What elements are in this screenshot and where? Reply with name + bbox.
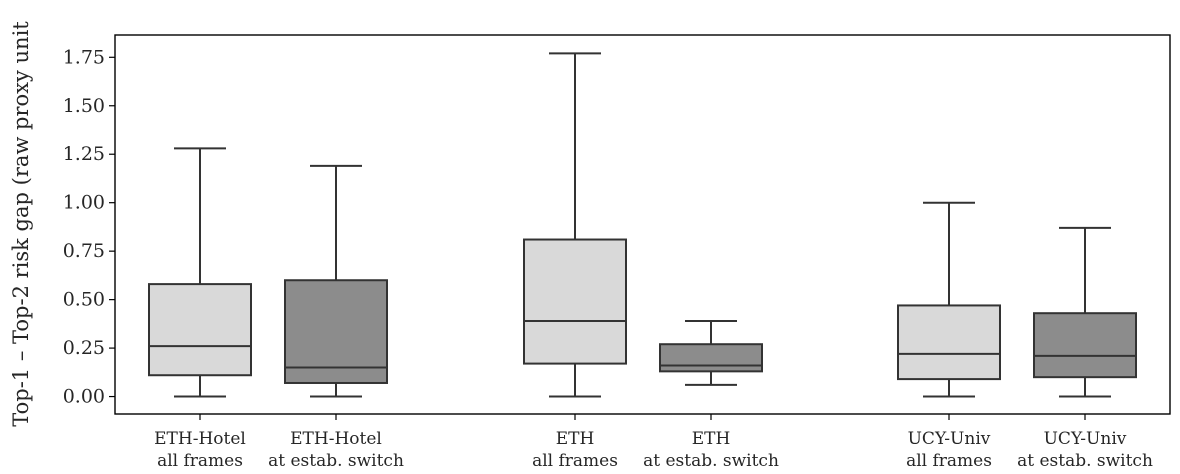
y-tick-label: 1.75 xyxy=(63,46,105,68)
box-plot xyxy=(523,52,627,398)
box-iqr xyxy=(523,238,627,365)
box-iqr xyxy=(659,343,763,373)
x-category-label-line1: UCY-Univ xyxy=(908,429,991,449)
x-category-label-line1: ETH-Hotel xyxy=(290,429,382,449)
box-plot xyxy=(148,147,252,398)
x-category-label-line1: ETH-Hotel xyxy=(154,429,246,449)
x-category-label-line2: at estab. switch xyxy=(643,451,779,471)
x-category-label-line1: UCY-Univ xyxy=(1044,429,1127,449)
box-plot xyxy=(897,201,1001,398)
box-iqr xyxy=(1033,312,1137,379)
y-axis-ticks: 0.00 0.25 0.50 0.75 1.00 1.25 1.50 1.75 xyxy=(63,46,115,408)
y-axis-title: Top-1 – Top-2 risk gap (raw proxy unit xyxy=(9,21,33,427)
x-category-label-line1: ETH xyxy=(556,429,595,449)
y-tick-label: 0.50 xyxy=(63,289,105,311)
box-iqr xyxy=(148,283,252,377)
box-series xyxy=(148,52,1137,398)
y-tick-label: 1.50 xyxy=(63,95,105,117)
x-category-label-line2: at estab. switch xyxy=(268,451,404,471)
box-plot xyxy=(659,319,763,386)
x-category-label-line2: all frames xyxy=(906,451,992,471)
box-iqr xyxy=(284,279,388,384)
box-iqr xyxy=(897,304,1001,381)
x-category-label-line2: all frames xyxy=(157,451,243,471)
y-tick-label: 0.00 xyxy=(63,386,105,408)
x-category-label-line2: all frames xyxy=(532,451,618,471)
y-tick-label: 1.00 xyxy=(63,192,105,214)
y-tick-label: 0.75 xyxy=(63,240,105,262)
y-tick-label: 1.25 xyxy=(63,143,105,165)
box-plot xyxy=(1033,226,1137,398)
box-plot xyxy=(284,164,388,398)
plot-frame xyxy=(114,34,1171,415)
x-category-label-line1: ETH xyxy=(692,429,731,449)
x-category-label-line2: at estab. switch xyxy=(1017,451,1153,471)
y-tick-label: 0.25 xyxy=(63,337,105,359)
